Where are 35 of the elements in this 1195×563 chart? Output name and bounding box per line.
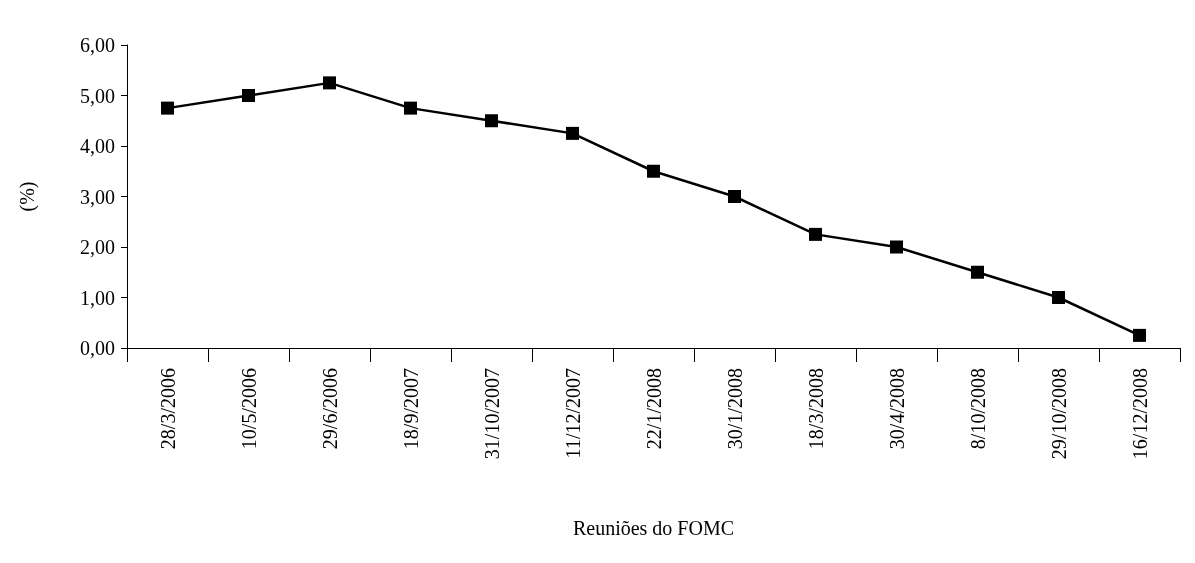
y-axis-title: (%) xyxy=(16,181,39,212)
point xyxy=(890,240,903,254)
x-axis-title: Reuniões do FOMC xyxy=(572,517,735,539)
y-tick-label: 5,00 xyxy=(80,84,115,107)
x-tick-label: 22/1/2008 xyxy=(642,368,665,450)
x-tick-label: 18/3/2008 xyxy=(804,368,827,450)
point xyxy=(809,227,822,241)
y-tick-label: 4,00 xyxy=(80,135,115,157)
point xyxy=(485,114,498,128)
point xyxy=(971,265,984,279)
point xyxy=(647,164,660,178)
y-tick-label: 1,00 xyxy=(80,286,115,309)
point xyxy=(1052,291,1065,304)
point xyxy=(728,190,741,203)
point xyxy=(404,101,417,115)
y-tick-label: 2,00 xyxy=(80,236,115,258)
point xyxy=(242,89,255,102)
y-tick-label: 0,00 xyxy=(80,337,115,359)
x-tick-label: 30/4/2008 xyxy=(885,368,908,450)
x-tick-label: 28/3/2006 xyxy=(156,368,179,450)
y-tick-label: 6,00 xyxy=(80,34,115,56)
point xyxy=(323,76,336,90)
x-tick-label: 29/10/2008 xyxy=(1047,368,1070,460)
y-tick-label: 3,00 xyxy=(80,185,115,208)
x-tick-label: 10/5/2006 xyxy=(237,368,260,450)
x-tick-label: 16/12/2008 xyxy=(1128,368,1151,460)
x-tick-label: 31/10/2007 xyxy=(480,368,503,460)
point xyxy=(161,101,174,115)
x-tick-label: 30/1/2008 xyxy=(723,368,746,450)
x-tick-label: 18/9/2007 xyxy=(399,368,422,450)
x-tick-label: 29/6/2006 xyxy=(318,368,341,450)
x-tick-label: 8/10/2008 xyxy=(966,368,989,450)
point xyxy=(1133,328,1146,342)
x-tick-label: 11/12/2007 xyxy=(561,368,584,459)
point xyxy=(566,126,579,140)
